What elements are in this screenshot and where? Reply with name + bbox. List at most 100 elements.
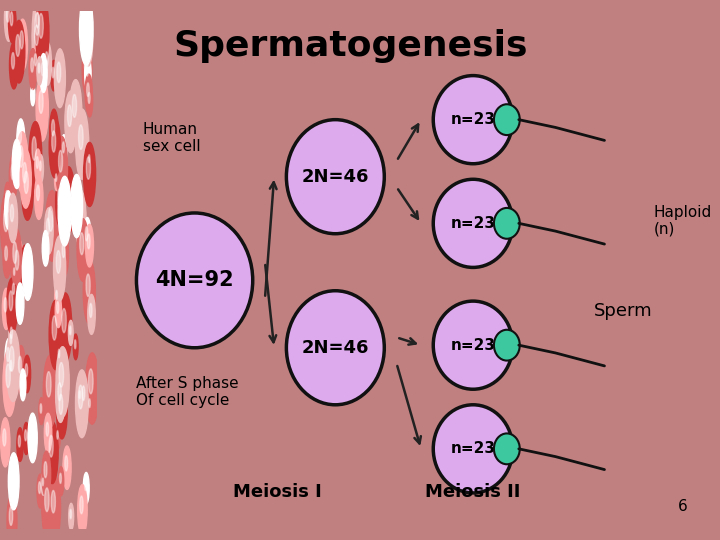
Circle shape [45, 208, 53, 254]
Circle shape [82, 386, 85, 401]
Circle shape [24, 430, 27, 441]
Circle shape [57, 431, 58, 439]
Ellipse shape [137, 213, 253, 348]
Circle shape [63, 142, 64, 153]
Circle shape [83, 9, 87, 35]
Circle shape [58, 177, 71, 246]
Circle shape [42, 478, 44, 486]
Circle shape [36, 12, 39, 28]
Text: n=23: n=23 [451, 441, 495, 456]
Circle shape [78, 386, 82, 408]
Circle shape [55, 291, 58, 300]
Circle shape [17, 428, 23, 461]
Circle shape [32, 12, 43, 70]
Circle shape [57, 302, 59, 313]
Circle shape [36, 157, 38, 168]
Circle shape [72, 94, 76, 117]
Circle shape [84, 55, 88, 73]
Circle shape [32, 137, 36, 160]
Circle shape [1, 418, 10, 467]
Circle shape [41, 473, 45, 495]
Circle shape [19, 129, 22, 144]
Circle shape [78, 385, 83, 409]
Circle shape [55, 294, 61, 328]
Circle shape [52, 67, 54, 78]
Circle shape [46, 422, 49, 436]
Circle shape [39, 91, 43, 113]
Circle shape [11, 276, 17, 308]
Circle shape [50, 109, 58, 156]
Circle shape [78, 125, 83, 150]
Circle shape [55, 178, 65, 226]
Circle shape [80, 496, 83, 514]
Circle shape [44, 239, 46, 251]
Circle shape [56, 347, 69, 417]
Circle shape [45, 52, 48, 67]
Text: Human
sex cell: Human sex cell [143, 122, 200, 154]
Circle shape [36, 76, 48, 141]
Circle shape [12, 139, 22, 188]
Ellipse shape [433, 76, 513, 164]
Ellipse shape [433, 301, 513, 389]
Circle shape [38, 482, 40, 494]
Circle shape [40, 161, 41, 171]
Circle shape [9, 453, 19, 510]
Text: n=23: n=23 [451, 338, 495, 353]
Circle shape [42, 472, 55, 540]
Circle shape [25, 364, 27, 377]
Circle shape [78, 203, 81, 223]
Circle shape [71, 174, 83, 238]
Circle shape [85, 227, 88, 241]
Circle shape [86, 274, 90, 296]
Circle shape [28, 413, 37, 463]
Circle shape [5, 191, 12, 229]
Ellipse shape [287, 291, 384, 405]
Circle shape [45, 413, 52, 453]
Circle shape [61, 134, 67, 166]
Circle shape [60, 232, 68, 276]
Circle shape [29, 49, 37, 90]
Circle shape [52, 316, 57, 340]
Circle shape [68, 503, 73, 530]
Circle shape [85, 56, 91, 91]
Circle shape [42, 62, 44, 76]
Circle shape [6, 348, 9, 362]
Circle shape [35, 12, 40, 35]
Circle shape [89, 369, 93, 394]
Circle shape [35, 54, 37, 66]
Circle shape [23, 163, 27, 183]
Circle shape [31, 84, 35, 106]
Circle shape [55, 169, 58, 191]
Circle shape [49, 435, 53, 457]
Circle shape [79, 0, 93, 65]
Circle shape [12, 52, 14, 69]
Circle shape [78, 484, 87, 535]
Text: 2N=46: 2N=46 [302, 339, 369, 357]
Text: n=23: n=23 [451, 216, 495, 231]
Circle shape [25, 261, 27, 274]
Circle shape [61, 192, 66, 217]
Circle shape [9, 507, 13, 525]
Circle shape [6, 330, 20, 402]
Circle shape [63, 167, 75, 233]
Circle shape [42, 231, 49, 266]
Circle shape [51, 490, 55, 513]
Circle shape [86, 27, 89, 45]
Circle shape [52, 131, 55, 152]
Circle shape [35, 25, 38, 45]
Circle shape [89, 399, 91, 408]
Circle shape [39, 14, 43, 38]
Circle shape [23, 422, 30, 455]
Circle shape [42, 451, 50, 497]
Circle shape [11, 465, 14, 485]
Circle shape [43, 42, 52, 85]
Circle shape [84, 260, 95, 324]
Circle shape [19, 146, 23, 167]
Circle shape [53, 236, 66, 301]
Circle shape [60, 473, 61, 483]
Circle shape [84, 16, 93, 66]
Circle shape [13, 21, 24, 83]
Circle shape [44, 462, 47, 478]
Circle shape [18, 435, 20, 447]
Circle shape [9, 328, 14, 355]
